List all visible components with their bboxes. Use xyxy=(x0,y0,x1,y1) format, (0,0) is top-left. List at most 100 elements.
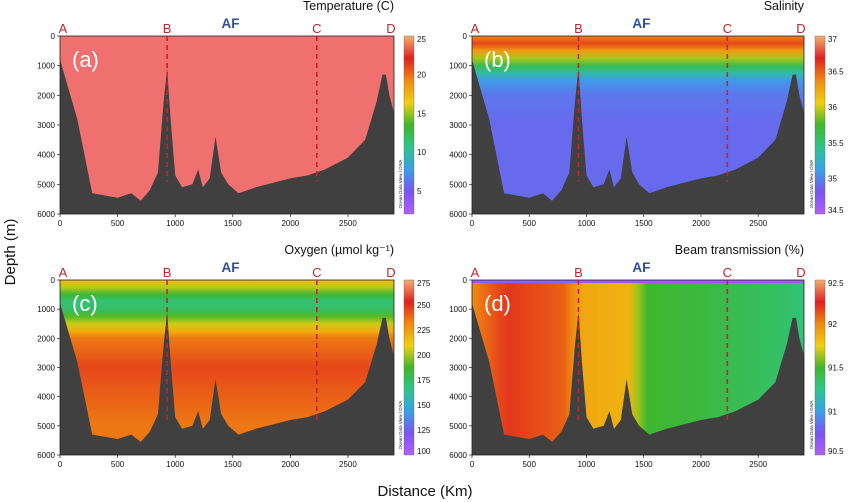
x-tick-label: 1500 xyxy=(224,460,242,469)
colorbar-tick-label: 10 xyxy=(417,148,426,157)
odv-watermark: Ocean Data View / DIVA xyxy=(809,401,814,450)
x-tick-label: 500 xyxy=(111,219,125,228)
x-tick-label: 2500 xyxy=(749,460,767,469)
colorbar-tick-label: 91 xyxy=(828,407,837,416)
colorbar-tick-label: 175 xyxy=(417,376,431,385)
colorbar-tick-label: 150 xyxy=(417,401,431,410)
y-tick-label: 0 xyxy=(463,276,468,285)
region-label: AF xyxy=(221,260,239,275)
colorbar-tick-label: 36.5 xyxy=(828,68,844,77)
colorbar-tick-label: 100 xyxy=(417,447,431,456)
colorbar-tick-label: 37 xyxy=(828,35,837,44)
colorbar xyxy=(403,35,415,215)
y-tick-label: 5000 xyxy=(37,422,55,431)
panel-letter: (a) xyxy=(72,47,99,72)
odv-watermark: Ocean Data View / DIVA xyxy=(398,401,403,450)
colorbar-tick-label: 92 xyxy=(828,320,837,329)
y-tick-label: 0 xyxy=(463,32,468,41)
y-tick-label: 2000 xyxy=(449,91,467,100)
station-label-c: C xyxy=(723,265,732,280)
colorbar-tick-label: 20 xyxy=(417,71,426,80)
y-tick-label: 3000 xyxy=(449,364,467,373)
y-tick-label: 0 xyxy=(51,32,56,41)
x-tick-label: 0 xyxy=(470,219,475,228)
station-label-a: A xyxy=(59,21,68,36)
y-tick-label: 6000 xyxy=(449,451,467,460)
x-tick-label: 2500 xyxy=(339,219,357,228)
colorbar-tick-label: 15 xyxy=(417,109,426,118)
region-label: AF xyxy=(632,260,650,275)
station-label-a: A xyxy=(471,21,480,36)
x-tick-label: 1000 xyxy=(166,460,184,469)
y-tick-label: 1000 xyxy=(37,62,55,71)
x-tick-label: 1500 xyxy=(635,460,653,469)
x-tick-label: 0 xyxy=(58,460,63,469)
colorbar-tick-label: 275 xyxy=(417,279,431,288)
x-tick-label: 2000 xyxy=(281,460,299,469)
colorbar-tick-label: 125 xyxy=(417,426,431,435)
colorbar-tick-label: 90.5 xyxy=(828,447,844,456)
x-tick-label: 1000 xyxy=(578,460,596,469)
station-label-a: A xyxy=(59,265,68,280)
panel-4: 0 500 1000 1500 2000 2500 0 1000 2000 3000 4000 500… xyxy=(449,243,844,469)
y-tick-label: 1000 xyxy=(449,62,467,71)
x-tick-label: 2000 xyxy=(281,219,299,228)
y-tick-label: 1000 xyxy=(37,305,55,314)
colorbar-tick-label: 34.5 xyxy=(828,206,844,215)
x-tick-label: 1000 xyxy=(166,219,184,228)
bathymetry xyxy=(60,59,394,215)
odv-watermark: Ocean Data View / DIVA xyxy=(809,160,814,209)
station-label-d: D xyxy=(796,21,805,36)
station-label-b: B xyxy=(163,21,172,36)
station-label-c: C xyxy=(312,21,321,36)
colorbar-tick-label: 36 xyxy=(828,103,837,112)
y-tick-label: 4000 xyxy=(37,151,55,160)
x-tick-label: 1500 xyxy=(635,219,653,228)
panel-title: Temperature (C) xyxy=(303,0,394,13)
x-tick-label: 2500 xyxy=(749,219,767,228)
y-tick-label: 4000 xyxy=(37,393,55,402)
odv-watermark: Ocean Data View / DIVA xyxy=(398,160,403,209)
x-tick-label: 500 xyxy=(523,219,537,228)
y-tick-label: 5000 xyxy=(449,180,467,189)
x-axis-label: Distance (Km) xyxy=(377,483,472,500)
panel-title: Beam transmission (%) xyxy=(675,243,804,257)
colorbar-tick-label: 91.5 xyxy=(828,364,844,373)
bathymetry xyxy=(60,303,394,455)
y-tick-label: 2000 xyxy=(449,334,467,343)
y-tick-label: 4000 xyxy=(449,151,467,160)
colorbar-tick-label: 200 xyxy=(417,351,431,360)
surface-layer xyxy=(472,280,804,283)
station-label-a: A xyxy=(471,265,480,280)
colorbar xyxy=(814,279,826,456)
y-tick-label: 2000 xyxy=(37,91,55,100)
region-label: AF xyxy=(221,16,239,31)
y-tick-label: 1000 xyxy=(449,305,467,314)
colorbar xyxy=(814,35,826,215)
station-label-c: C xyxy=(312,265,321,280)
bathymetry xyxy=(472,59,804,215)
x-tick-label: 1500 xyxy=(224,219,242,228)
station-label-d: D xyxy=(386,21,395,36)
station-label-d: D xyxy=(796,265,805,280)
y-tick-label: 3000 xyxy=(37,364,55,373)
station-label-b: B xyxy=(163,265,172,280)
x-tick-label: 500 xyxy=(523,460,537,469)
x-tick-label: 500 xyxy=(111,460,125,469)
panel-title: Salinity xyxy=(764,0,805,13)
x-tick-label: 2000 xyxy=(692,460,710,469)
y-tick-label: 3000 xyxy=(449,121,467,130)
region-label: AF xyxy=(632,16,650,31)
x-tick-label: 0 xyxy=(58,219,63,228)
x-tick-label: 2500 xyxy=(339,460,357,469)
panel-1: 0 500 1000 1500 2000 2500 0 1000 2000 3000 4000 500… xyxy=(37,0,426,228)
y-tick-label: 3000 xyxy=(37,121,55,130)
y-tick-label: 6000 xyxy=(449,210,467,219)
y-tick-label: 0 xyxy=(51,276,56,285)
y-tick-label: 6000 xyxy=(37,210,55,219)
panel-letter: (b) xyxy=(484,47,511,72)
colorbar-tick-label: 92.5 xyxy=(828,279,844,288)
panel-letter: (c) xyxy=(72,291,98,316)
colorbar-tick-label: 5 xyxy=(417,187,422,196)
